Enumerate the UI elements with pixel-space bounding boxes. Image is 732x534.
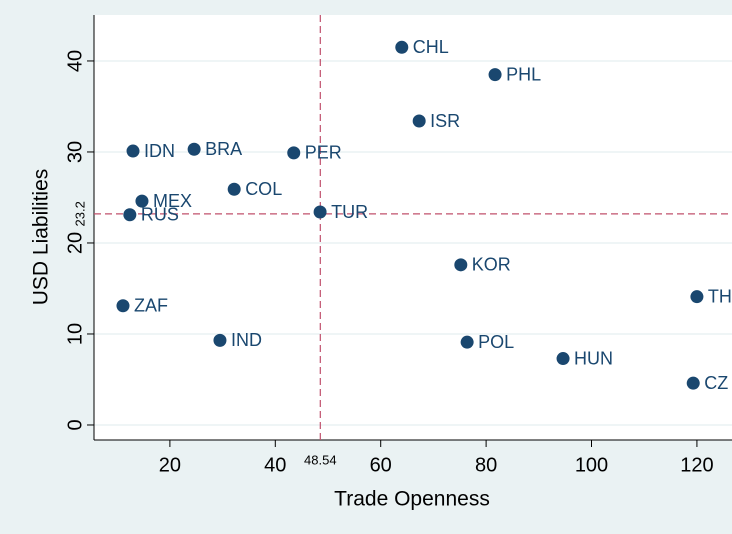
y-tick-label: 40 xyxy=(64,50,86,72)
point xyxy=(412,114,426,128)
point xyxy=(116,299,130,313)
point-label: IDN xyxy=(144,141,175,161)
point xyxy=(686,376,700,390)
y-tick-label: 30 xyxy=(64,141,86,163)
point-label: BRA xyxy=(205,139,242,159)
point xyxy=(556,352,570,366)
x-tick-label: 60 xyxy=(370,454,392,476)
point-label: ISR xyxy=(430,111,460,131)
x-tick-label: 100 xyxy=(575,454,608,476)
point-label: TUR xyxy=(331,202,368,222)
point-label: POL xyxy=(478,332,514,352)
x-tick-label: 40 xyxy=(264,454,286,476)
point xyxy=(227,182,241,196)
point xyxy=(123,208,137,222)
point xyxy=(287,146,301,160)
x-axis-title: Trade Openness xyxy=(334,488,490,511)
point xyxy=(488,68,502,82)
point-label: CHL xyxy=(413,37,449,57)
point-label: RUS xyxy=(141,205,179,225)
point xyxy=(690,290,704,304)
point xyxy=(454,258,468,272)
y-tick-label: 0 xyxy=(64,419,86,430)
point xyxy=(213,333,227,347)
point xyxy=(187,142,201,156)
x-tick-label: 20 xyxy=(159,454,181,476)
x-tick-label: 80 xyxy=(475,454,497,476)
y-tick-label: 10 xyxy=(64,323,86,345)
point xyxy=(460,335,474,349)
ref-x-label: 48.54 xyxy=(304,452,337,467)
point-label: PHL xyxy=(506,64,541,84)
point-label: MEX xyxy=(153,191,192,211)
x-tick-label: 120 xyxy=(680,454,713,476)
point xyxy=(313,205,327,219)
point-label: HUN xyxy=(574,348,613,368)
point xyxy=(126,144,140,158)
point-label: TH xyxy=(708,286,732,306)
point xyxy=(395,40,409,54)
ref-y-label: 23.2 xyxy=(72,201,87,226)
point-label: CZ xyxy=(704,373,728,393)
point-label: COL xyxy=(245,179,282,199)
plot-area xyxy=(94,15,732,440)
y-axis-title: USD Liabilities xyxy=(30,169,53,306)
point xyxy=(135,194,149,208)
point-label: IND xyxy=(231,330,262,350)
point-label: ZAF xyxy=(134,296,168,316)
point-label: PER xyxy=(305,143,342,163)
point-label: KOR xyxy=(472,255,511,275)
y-tick-label: 20 xyxy=(64,232,86,254)
